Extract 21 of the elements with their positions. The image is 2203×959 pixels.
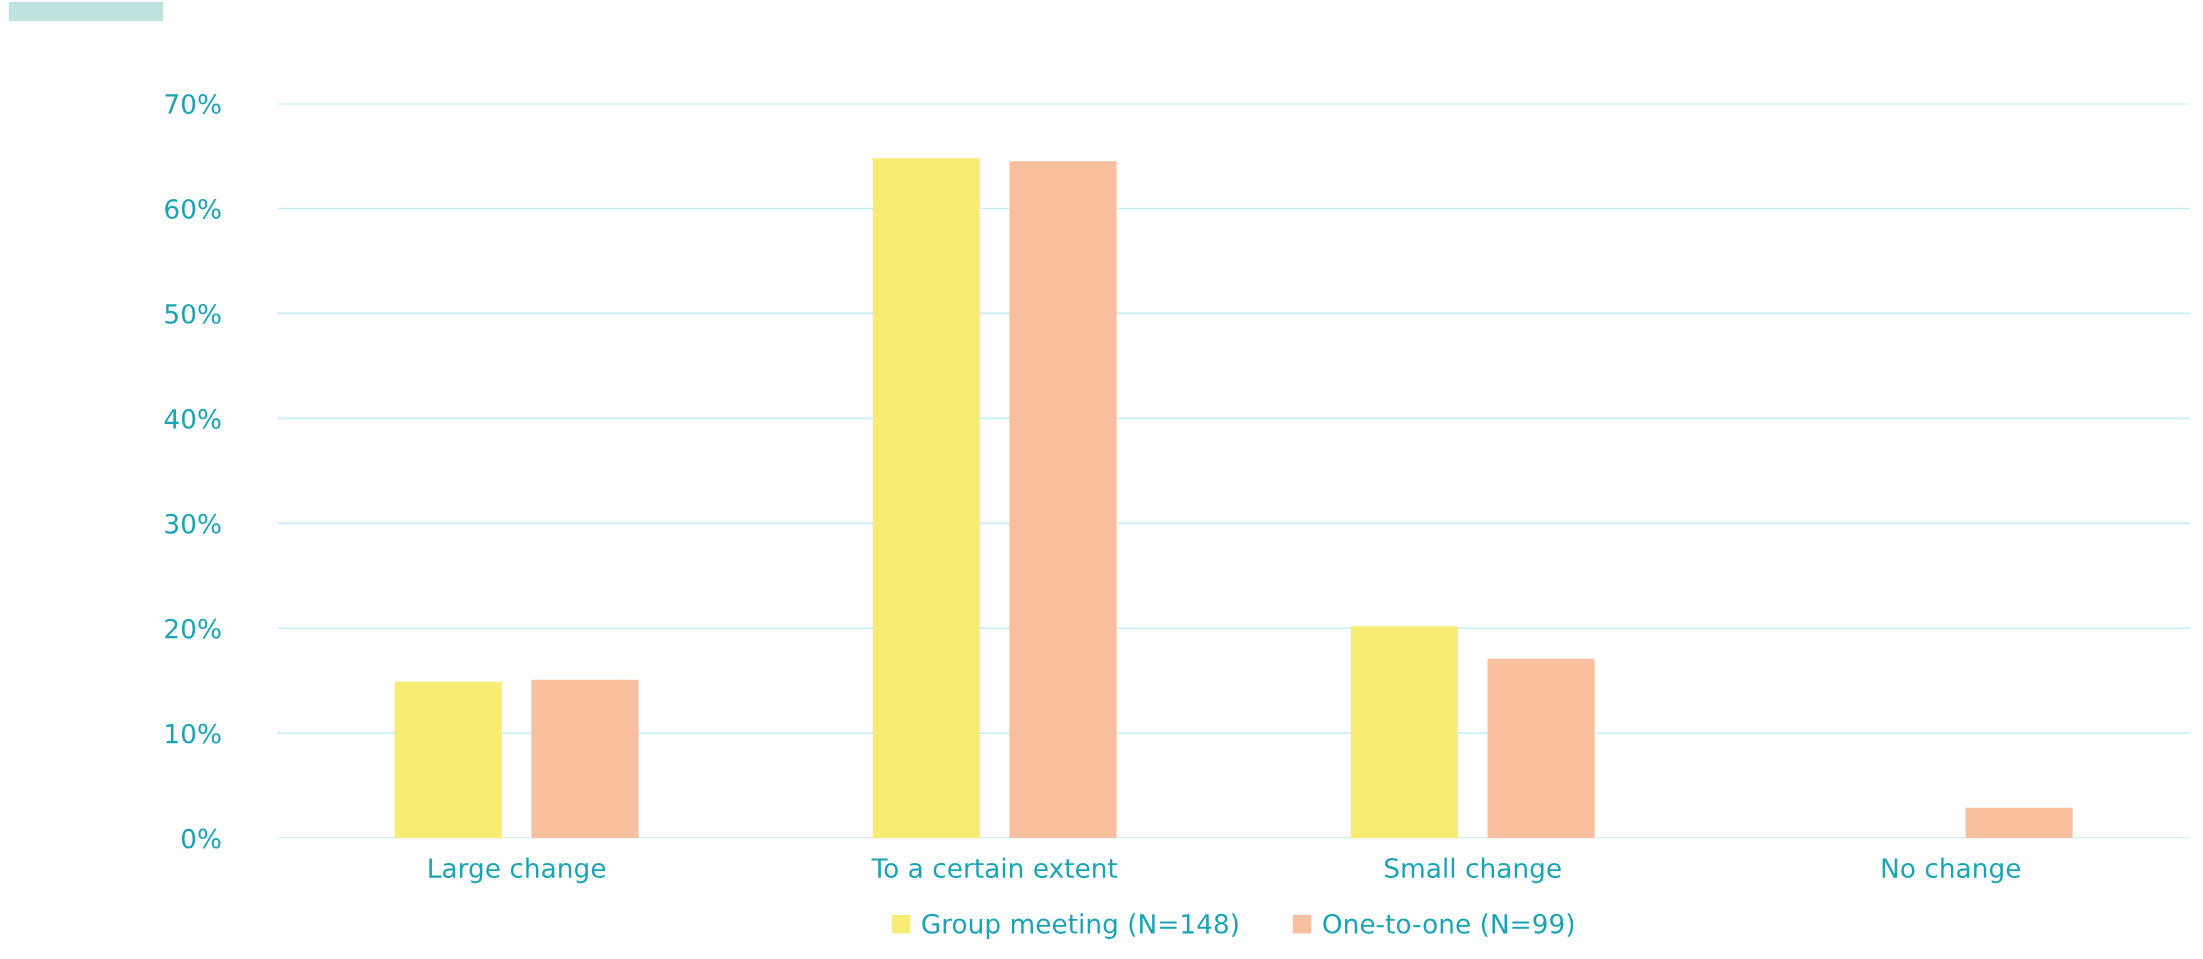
y-tick-label: 40%: [164, 408, 221, 429]
y-tick-label: 60%: [165, 198, 221, 219]
y-tick-label: 0%: [181, 828, 221, 849]
bar: [1487, 658, 1595, 839]
y-tick-label: 50%: [165, 303, 221, 324]
bar: [872, 158, 980, 839]
y-tick-label: 70%: [165, 94, 221, 114]
bar: [1009, 161, 1117, 839]
y-tick-label: 30%: [165, 513, 221, 534]
bar: [1965, 807, 2073, 839]
legend-label: One-to-one (N=99): [1323, 913, 1574, 937]
y-tick-label: 10%: [166, 723, 221, 744]
x-tick-label: To a certain extent: [871, 857, 1118, 879]
bar: [394, 681, 502, 839]
x-tick-label: Small change: [1385, 857, 1561, 884]
y-tick-label: 20%: [165, 618, 221, 639]
bar: [531, 679, 639, 839]
x-tick-label: No change: [1882, 857, 2021, 884]
bar: [1350, 626, 1458, 839]
legend-label: Group meeting (N=148): [922, 913, 1238, 939]
x-tick-label: Large change: [429, 857, 606, 884]
